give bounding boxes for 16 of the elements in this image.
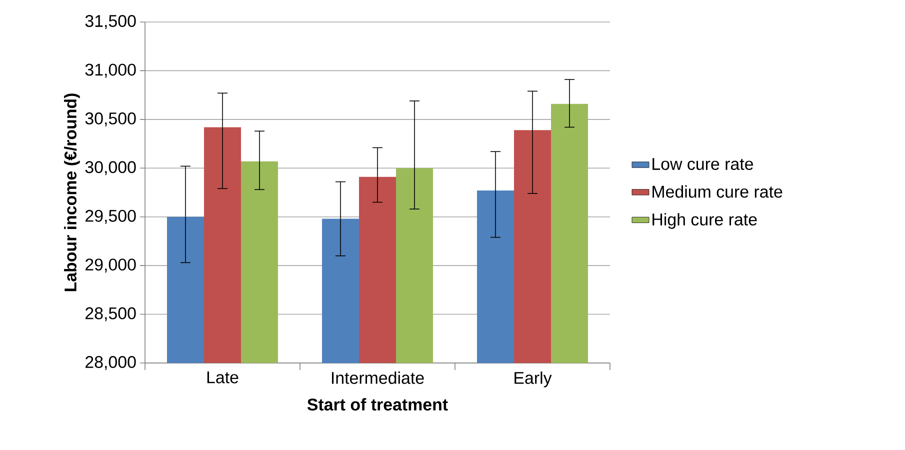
y-tick-label: 30,500 [85, 112, 136, 126]
y-tick-label: 28,000 [86, 356, 136, 370]
x-axis-title: Start of treatment [307, 398, 448, 411]
x-tick-label: Early [514, 372, 552, 388]
y-tick-label: 28,500 [86, 307, 136, 322]
legend-label: High cure rate [652, 213, 757, 229]
y-tick-label: 31,500 [85, 15, 136, 29]
y-tick-label: 29,500 [86, 210, 136, 224]
y-tick-label: 31,000 [85, 64, 136, 78]
y-tick-label: 29,000 [86, 258, 136, 273]
x-tick-label: Late [207, 372, 238, 384]
legend-label: Medium cure rate [652, 185, 782, 198]
y-axis-title: Labour income (€/round) [64, 94, 80, 292]
x-tick-label: Intermediate [332, 372, 424, 384]
y-tick-label: 30,000 [85, 161, 136, 176]
legend-label: Low cure rate [652, 158, 754, 170]
